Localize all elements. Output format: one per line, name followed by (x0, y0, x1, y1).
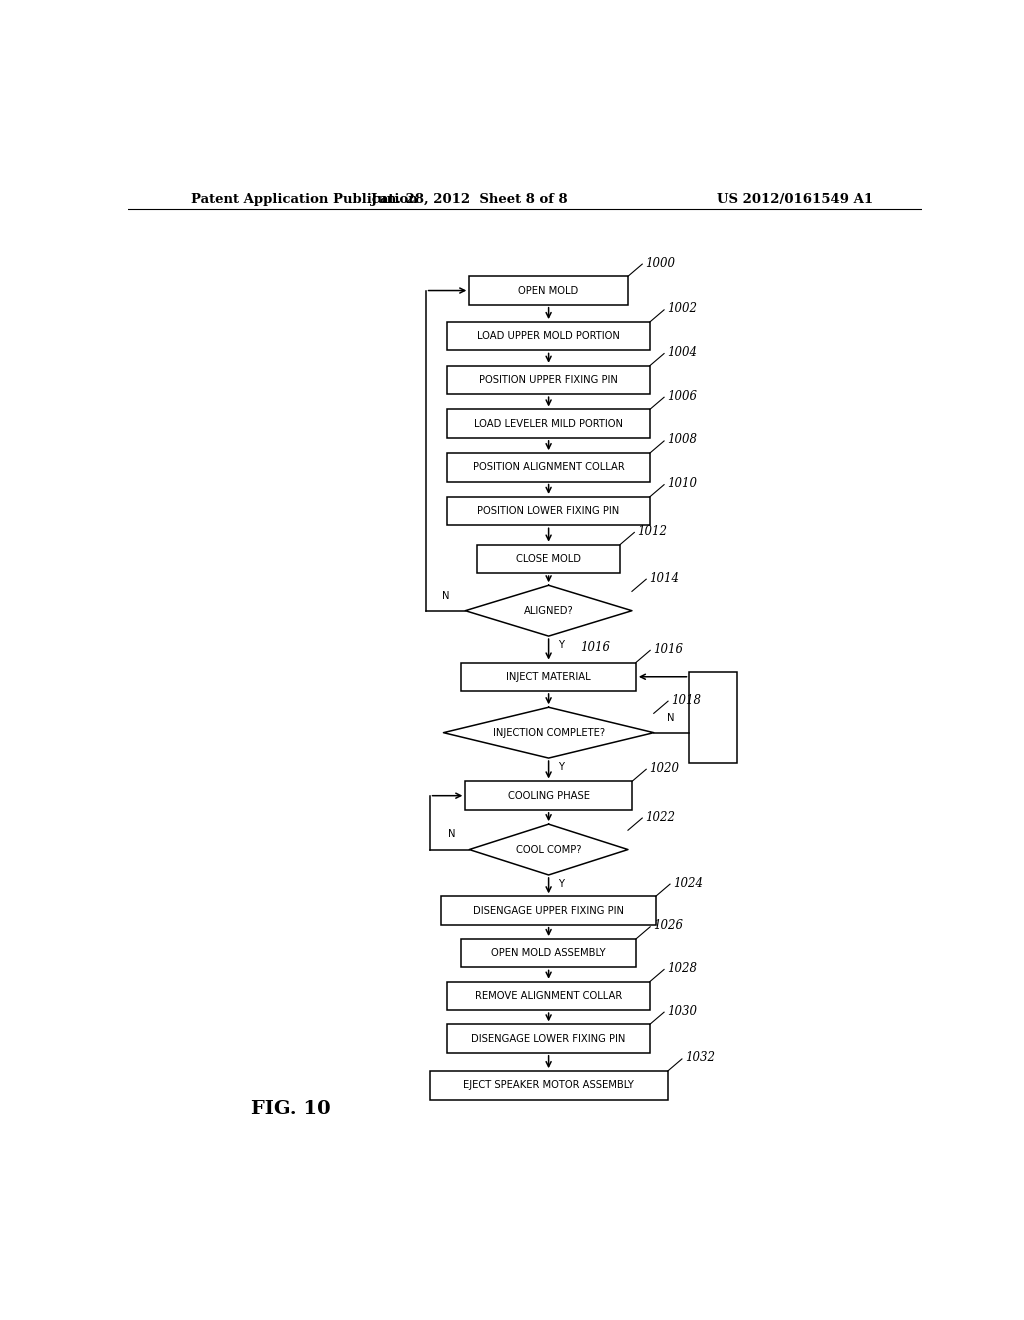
Text: 1002: 1002 (668, 302, 697, 315)
Text: FIG. 10: FIG. 10 (251, 1100, 331, 1118)
Text: Jun. 28, 2012  Sheet 8 of 8: Jun. 28, 2012 Sheet 8 of 8 (371, 193, 567, 206)
Bar (689, 672, 737, 763)
Bar (430, 1071, 668, 1100)
Text: Patent Application Publication: Patent Application Publication (191, 193, 418, 206)
Bar (465, 781, 632, 810)
Text: 1026: 1026 (653, 919, 683, 932)
Text: Y: Y (558, 762, 564, 772)
Text: 1022: 1022 (645, 810, 676, 824)
Bar (447, 453, 650, 482)
Text: CLOSE MOLD: CLOSE MOLD (516, 554, 581, 564)
Text: Y: Y (558, 879, 564, 890)
Text: 1032: 1032 (685, 1052, 715, 1064)
Text: LOAD LEVELER MILD PORTION: LOAD LEVELER MILD PORTION (474, 418, 624, 429)
Bar (441, 896, 655, 925)
Text: 1010: 1010 (668, 477, 697, 490)
Text: OPEN MOLD: OPEN MOLD (518, 285, 579, 296)
Text: OPEN MOLD ASSEMBLY: OPEN MOLD ASSEMBLY (492, 948, 606, 958)
Text: POSITION ALIGNMENT COLLAR: POSITION ALIGNMENT COLLAR (473, 462, 625, 473)
Text: N: N (441, 590, 450, 601)
Text: 1004: 1004 (668, 346, 697, 359)
Text: Y: Y (558, 640, 564, 651)
Text: 1018: 1018 (671, 693, 701, 706)
Text: 1008: 1008 (668, 433, 697, 446)
Text: DISENGAGE LOWER FIXING PIN: DISENGAGE LOWER FIXING PIN (471, 1034, 626, 1044)
Text: ALIGNED?: ALIGNED? (523, 606, 573, 615)
Text: N: N (449, 829, 456, 840)
Bar (447, 366, 650, 395)
Bar (447, 1024, 650, 1053)
Bar (462, 939, 636, 968)
Text: COOLING PHASE: COOLING PHASE (508, 791, 590, 801)
Text: POSITION LOWER FIXING PIN: POSITION LOWER FIXING PIN (477, 506, 620, 516)
Text: 1000: 1000 (645, 256, 676, 269)
Text: INJECTION COMPLETE?: INJECTION COMPLETE? (493, 727, 604, 738)
Bar (447, 322, 650, 351)
Bar (447, 496, 650, 525)
Text: 1024: 1024 (673, 876, 703, 890)
Bar (469, 276, 628, 305)
Text: 1030: 1030 (668, 1005, 697, 1018)
Text: COOL COMP?: COOL COMP? (516, 845, 582, 854)
Text: US 2012/0161549 A1: US 2012/0161549 A1 (717, 193, 872, 206)
Text: 1014: 1014 (649, 572, 679, 585)
Text: REMOVE ALIGNMENT COLLAR: REMOVE ALIGNMENT COLLAR (475, 991, 623, 1001)
Text: 1012: 1012 (638, 525, 668, 539)
Text: 1016: 1016 (581, 642, 610, 655)
Text: POSITION UPPER FIXING PIN: POSITION UPPER FIXING PIN (479, 375, 618, 385)
Text: 1016: 1016 (653, 643, 683, 656)
Bar (462, 663, 636, 690)
Text: DISENGAGE UPPER FIXING PIN: DISENGAGE UPPER FIXING PIN (473, 906, 624, 916)
Text: 1006: 1006 (668, 389, 697, 403)
Bar (447, 409, 650, 438)
Text: INJECT MATERIAL: INJECT MATERIAL (506, 672, 591, 681)
Bar (477, 545, 621, 573)
Text: LOAD UPPER MOLD PORTION: LOAD UPPER MOLD PORTION (477, 331, 621, 342)
Text: EJECT SPEAKER MOTOR ASSEMBLY: EJECT SPEAKER MOTOR ASSEMBLY (463, 1080, 634, 1090)
Text: 1020: 1020 (649, 762, 679, 775)
Bar (447, 982, 650, 1010)
Text: N: N (668, 713, 675, 722)
Text: 1028: 1028 (668, 962, 697, 975)
